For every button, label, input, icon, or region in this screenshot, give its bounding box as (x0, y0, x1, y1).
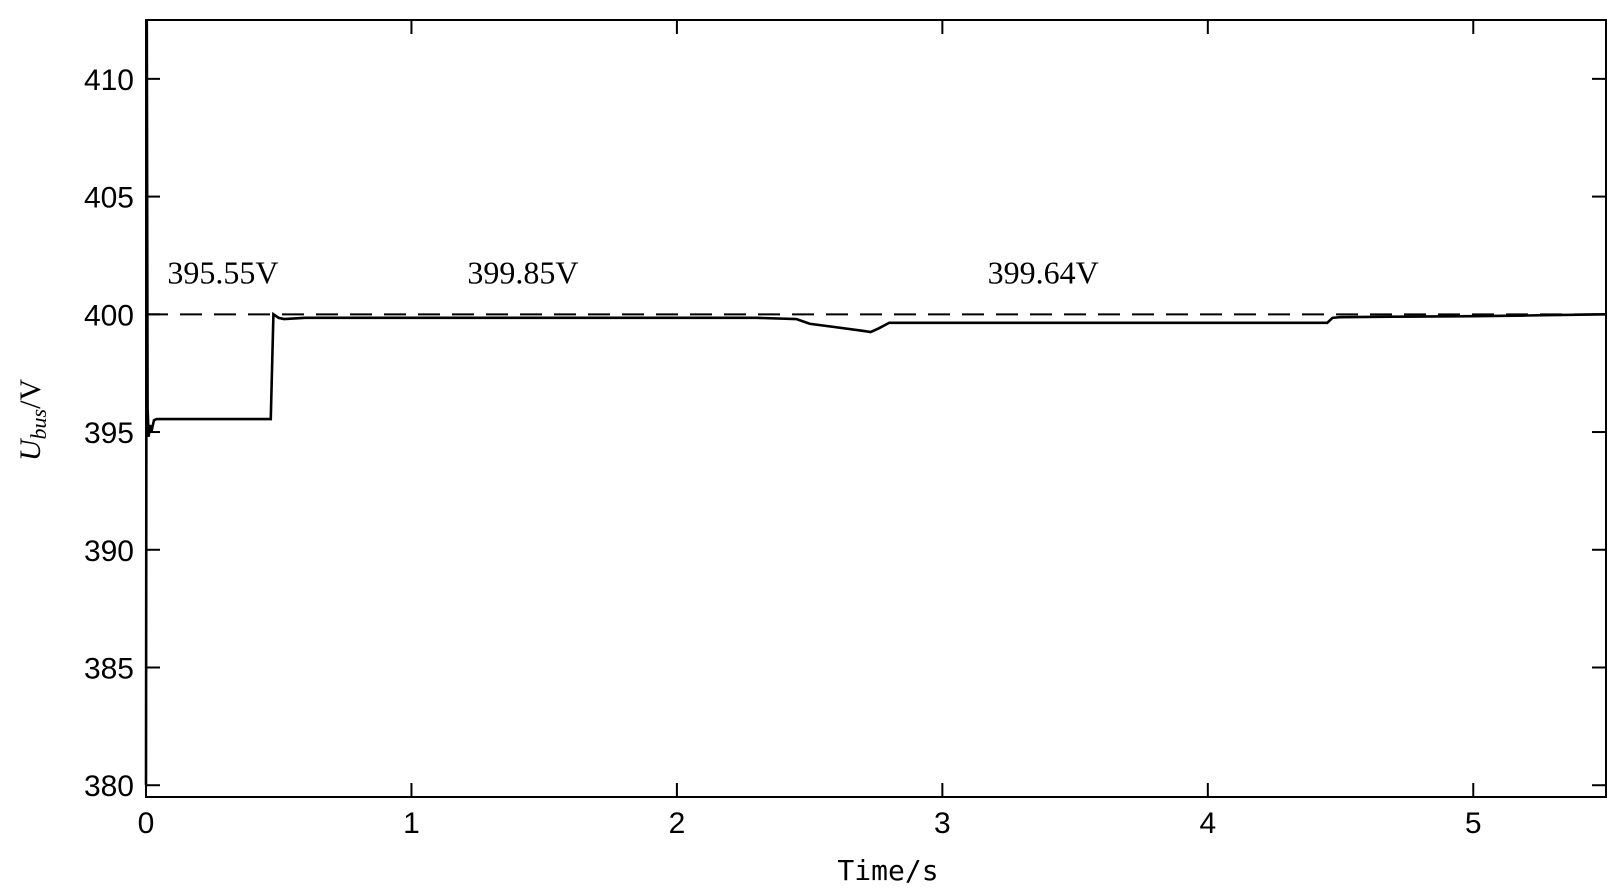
y-tick-label: 400 (84, 299, 134, 332)
annotations: 395.55V 399.85V 399.64V (167, 255, 1098, 291)
y-axis-label: Ubus/V (14, 379, 51, 462)
voltage-annotation: 395.55V (167, 255, 278, 291)
x-tick-label: 2 (669, 807, 686, 840)
x-tick-label: 4 (1199, 807, 1216, 840)
x-tick-label: 3 (934, 807, 951, 840)
y-tick-label: 385 (84, 653, 134, 686)
axis-ticks (145, 20, 1606, 797)
tick-labels: 0 1 2 3 4 5 380 385 390 395 400 405 410 (84, 64, 1482, 840)
voltage-annotation: 399.64V (988, 255, 1099, 291)
voltage-annotation: 399.85V (467, 255, 578, 291)
y-axis-label-suffix: /V (14, 379, 47, 409)
y-tick-label: 410 (84, 64, 134, 97)
y-tick-label: 390 (84, 535, 134, 568)
y-axis-label-main: U (14, 437, 47, 461)
x-tick-label: 5 (1465, 807, 1482, 840)
x-axis-label: Time/s (837, 854, 938, 887)
y-tick-label: 380 (84, 770, 134, 803)
plot-frame (145, 19, 1607, 798)
bus-voltage-series (144, 19, 1607, 786)
x-tick-label: 1 (403, 807, 420, 840)
y-axis-label-sub: bus (26, 409, 51, 440)
y-tick-label: 405 (84, 182, 134, 215)
plot-area (145, 19, 1607, 798)
y-tick-label: 395 (84, 417, 134, 450)
x-tick-label: 0 (138, 807, 155, 840)
series-lines (144, 19, 1607, 786)
